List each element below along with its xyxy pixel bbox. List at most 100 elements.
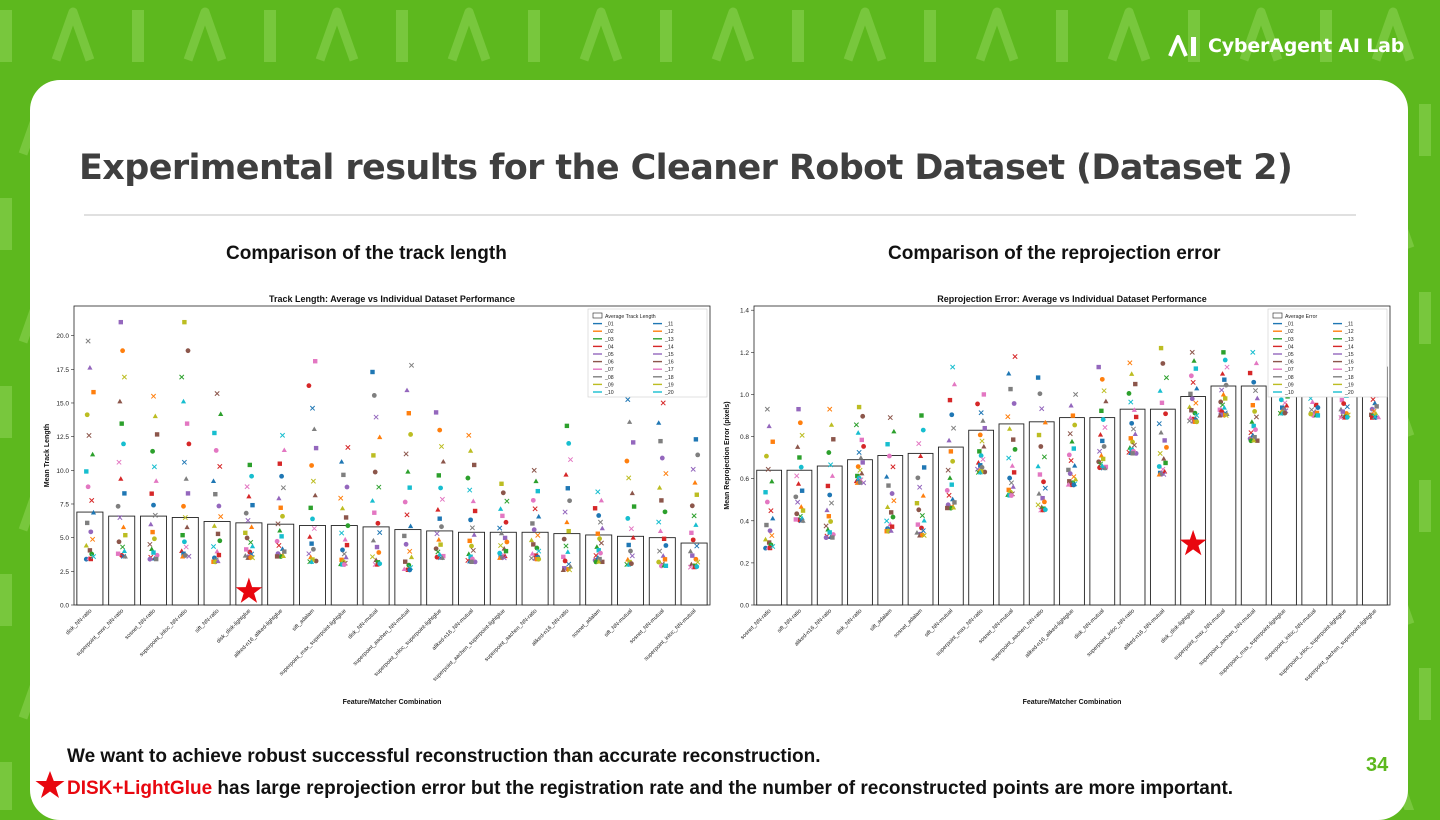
dataset-point xyxy=(1344,404,1350,410)
dataset-point xyxy=(948,449,954,454)
average-bar xyxy=(648,537,676,606)
dataset-point xyxy=(949,412,955,418)
dataset-point xyxy=(1309,407,1315,413)
dataset-point xyxy=(123,532,128,538)
dataset-point xyxy=(692,479,698,485)
dataset-point xyxy=(1102,424,1108,431)
dataset-point xyxy=(434,531,440,537)
dataset-point xyxy=(87,364,93,370)
dataset-point xyxy=(89,551,95,557)
y-tick-label: 12.5 xyxy=(56,434,69,441)
dataset-point xyxy=(497,550,503,556)
y-tick-label: 20.0 xyxy=(56,333,69,340)
dataset-point xyxy=(1127,360,1133,366)
dataset-point xyxy=(249,543,256,549)
dataset-point xyxy=(944,488,950,493)
dataset-point xyxy=(407,548,413,554)
legend-label: _03 xyxy=(604,337,614,343)
dataset-point xyxy=(121,441,126,447)
dataset-point xyxy=(766,540,772,545)
dataset-point xyxy=(659,498,664,503)
legend-label: _05 xyxy=(1284,352,1294,358)
dataset-point xyxy=(597,556,602,562)
dataset-point xyxy=(624,458,630,464)
dataset-point xyxy=(310,478,316,484)
dataset-point xyxy=(767,545,773,551)
dataset-point xyxy=(472,508,478,514)
average-bar xyxy=(585,534,613,606)
dataset-point xyxy=(1194,419,1200,425)
dataset-point xyxy=(1313,402,1319,408)
dataset-point xyxy=(504,498,510,504)
x-tick-label: superpoint_aachen_NN-mutual xyxy=(352,608,411,667)
dataset-point xyxy=(183,476,189,481)
dataset-point xyxy=(117,398,123,404)
dataset-point xyxy=(1100,438,1105,444)
dataset-point xyxy=(693,437,699,442)
dataset-point xyxy=(85,520,90,526)
dataset-point xyxy=(660,553,666,558)
x-tick-label: sift_NN-ratio xyxy=(777,608,803,634)
dataset-point xyxy=(764,499,770,505)
dataset-point xyxy=(115,551,121,556)
dataset-point xyxy=(280,513,285,519)
dataset-point xyxy=(693,522,699,527)
average-bar xyxy=(756,469,783,606)
dataset-point xyxy=(797,420,803,426)
dataset-point xyxy=(151,464,157,470)
dataset-point xyxy=(687,564,694,570)
dataset-point xyxy=(770,515,776,521)
dataset-point xyxy=(1067,431,1073,437)
dataset-point xyxy=(83,556,89,562)
x-tick-label: superpoint_max_superpoint-lightglue xyxy=(1218,608,1287,677)
dataset-point xyxy=(308,505,313,511)
legend-label: _03 xyxy=(1284,337,1294,343)
dataset-point xyxy=(1284,402,1290,408)
dataset-point xyxy=(1040,495,1045,501)
dataset-point xyxy=(150,448,155,454)
dataset-point xyxy=(340,547,345,553)
average-bar xyxy=(937,446,964,606)
dataset-point xyxy=(631,504,637,509)
dataset-point xyxy=(855,473,860,479)
dataset-point xyxy=(182,553,188,558)
dataset-point xyxy=(977,469,983,475)
legend-label: _10 xyxy=(1284,390,1294,396)
dataset-point xyxy=(562,566,567,571)
dataset-point xyxy=(468,517,473,523)
average-bar xyxy=(1089,417,1116,606)
dataset-point xyxy=(1251,423,1256,429)
dataset-point xyxy=(1157,450,1163,456)
dataset-point xyxy=(339,459,345,464)
dataset-point xyxy=(84,412,90,418)
dataset-point xyxy=(599,525,605,531)
dataset-point xyxy=(342,536,348,542)
dataset-point xyxy=(982,469,988,475)
logo-text: CyberAgent AI Lab xyxy=(1208,35,1405,57)
dataset-point xyxy=(886,483,891,488)
dataset-point xyxy=(536,548,542,554)
dataset-point xyxy=(770,439,775,444)
dataset-point xyxy=(1161,471,1167,477)
dataset-point xyxy=(344,484,350,490)
dataset-point xyxy=(403,541,409,547)
dataset-point xyxy=(884,518,890,524)
average-bar xyxy=(998,423,1025,606)
y-axis-label: Mean Track Length xyxy=(44,424,51,487)
dataset-point xyxy=(1131,442,1137,448)
dataset-point xyxy=(887,415,893,421)
legend-label: _07 xyxy=(604,367,614,373)
dataset-point xyxy=(377,561,383,567)
dataset-point xyxy=(597,519,604,525)
dataset-point xyxy=(536,556,542,562)
dataset-point xyxy=(946,492,952,498)
dataset-point xyxy=(795,499,801,505)
legend-label: _12 xyxy=(1344,329,1354,335)
dataset-point xyxy=(856,449,862,455)
dataset-point xyxy=(407,485,412,490)
dataset-point xyxy=(1374,404,1379,409)
dataset-point xyxy=(950,458,956,464)
legend-swatch xyxy=(1272,312,1283,319)
dataset-point xyxy=(183,544,189,550)
dataset-point xyxy=(656,519,662,525)
